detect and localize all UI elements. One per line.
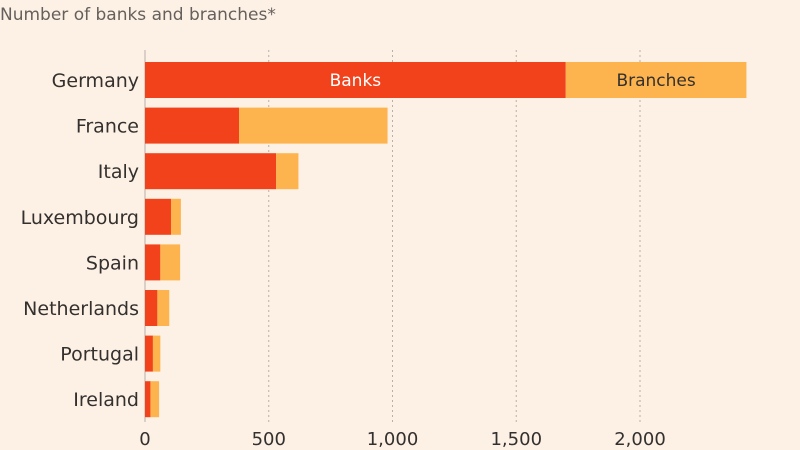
category-labels: Germany France Italy Luxembourg Spain Netherl… [21, 70, 139, 411]
bar-france-banks [145, 107, 240, 144]
x-tick-label: 1,000 [367, 429, 419, 450]
category-label-portugal: Portugal [60, 344, 139, 366]
series-label-branches: Branches [616, 71, 695, 91]
bar-portugal-branches [152, 335, 161, 372]
category-label-netherlands: Netherlands [23, 298, 139, 320]
category-label-luxembourg: Luxembourg [21, 207, 139, 229]
bar-ireland-branches [150, 381, 160, 418]
bar-italy-branches [276, 153, 299, 190]
category-label-italy: Italy [98, 161, 139, 183]
bar-germany-branches [565, 62, 747, 98]
x-tick-label: 500 [252, 429, 286, 450]
x-tick-labels: 0 500 1,000 1,500 2,000 [139, 429, 665, 450]
bar-luxembourg-banks [145, 198, 171, 235]
chart-subtitle: Number of banks and branches* [0, 5, 276, 25]
bar-italy-banks [145, 153, 277, 190]
bar-ireland-banks [145, 381, 151, 418]
gridlines [144, 50, 641, 422]
bars: Banks Branches [145, 62, 747, 418]
category-label-germany: Germany [52, 70, 139, 92]
series-label-banks: Banks [330, 71, 382, 91]
category-label-spain: Spain [86, 252, 139, 274]
bar-portugal-banks [145, 335, 153, 372]
bar-netherlands-branches [157, 290, 170, 326]
x-tick-label: 1,500 [490, 429, 542, 450]
bar-spain-branches [160, 244, 181, 281]
bar-france-branches [239, 107, 388, 144]
bar-spain-banks [145, 244, 161, 281]
category-label-ireland: Ireland [73, 389, 139, 411]
x-tick-label: 0 [139, 429, 150, 450]
bar-germany-banks [145, 62, 566, 98]
bar-luxembourg-branches [170, 198, 181, 235]
x-tick-label: 2,000 [614, 429, 666, 450]
category-label-france: France [76, 116, 139, 138]
bar-netherlands-banks [145, 290, 158, 326]
